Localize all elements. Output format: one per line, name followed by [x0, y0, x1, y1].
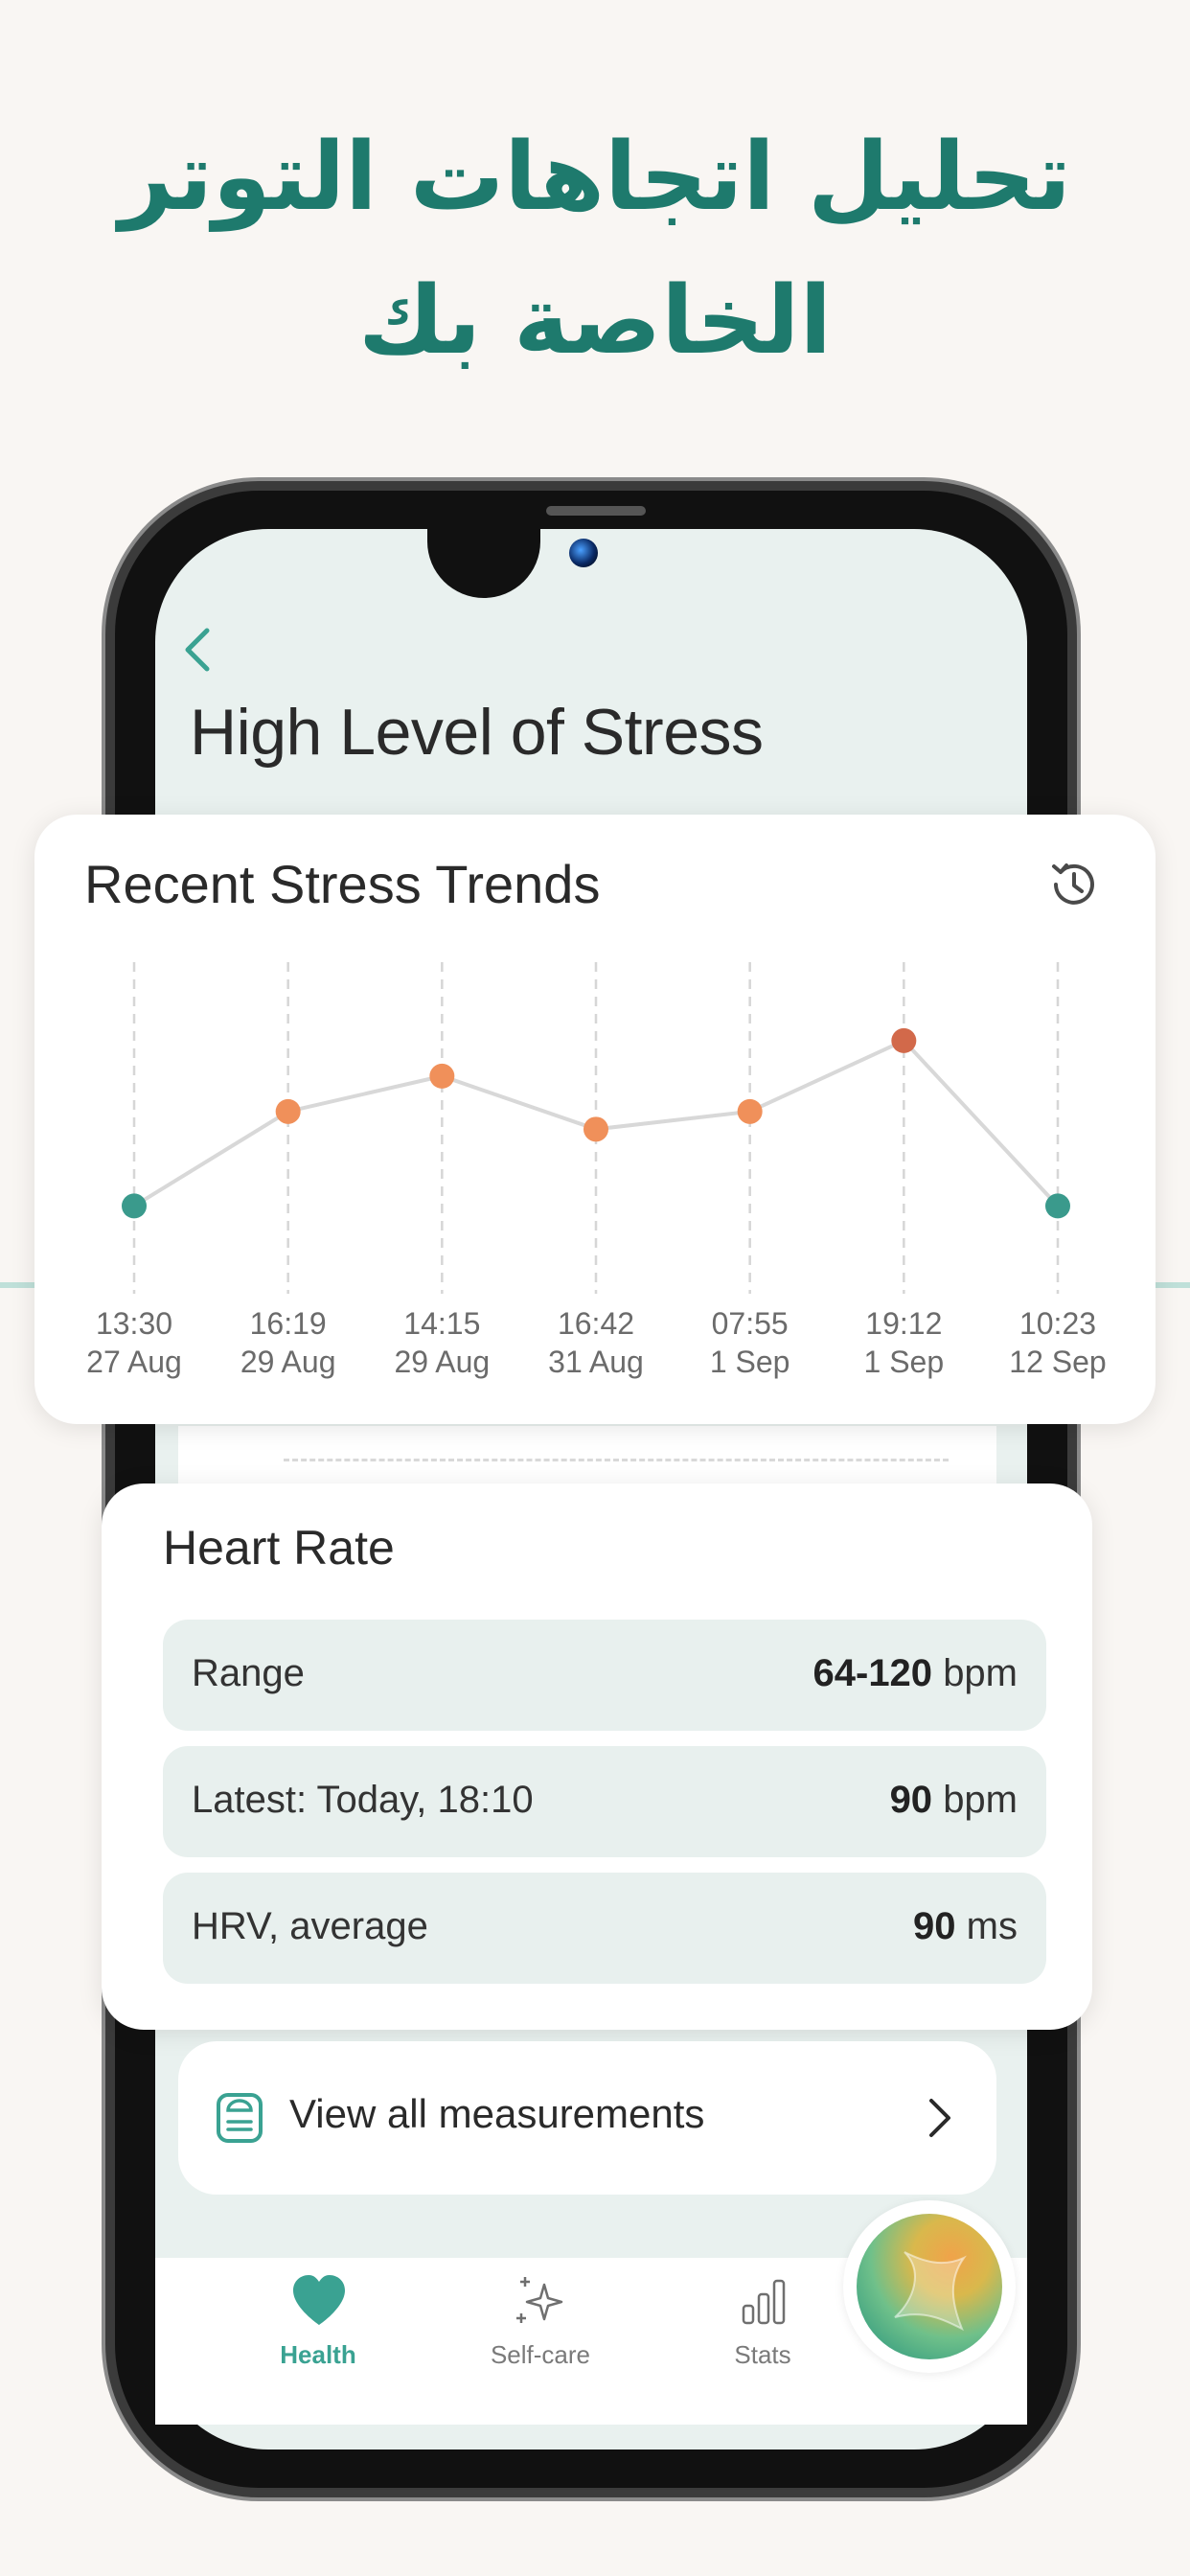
x-tick-time: 14:15 [403, 1306, 480, 1341]
view-all-measurements-button[interactable]: View all measurements [178, 2041, 996, 2195]
phone-notch [427, 494, 540, 598]
bar-chart-icon [742, 2279, 786, 2325]
headline-line-1: تحليل اتجاهات التوتر [119, 123, 1071, 232]
stress-trends-card: Recent Stress Trends 13:30 27 Aug 16:19 29 … [34, 815, 1156, 1424]
tab-stats[interactable]: Stats [667, 2258, 858, 2425]
back-chevron-icon[interactable] [178, 625, 217, 675]
hr-row-value: 90 bpm [890, 1779, 1018, 1822]
speaker-grille [546, 506, 646, 516]
hr-row-label: Latest: Today, 18:10 [192, 1779, 534, 1821]
tab-label: Self-care [490, 2340, 591, 2369]
stress-trend-chart: 13:30 27 Aug 16:19 29 Aug 14:15 29 Aug 16:42 31… [86, 962, 1107, 1379]
tab-self-care[interactable]: Self-care [445, 2258, 636, 2425]
x-tick-time: 16:42 [558, 1306, 634, 1341]
stress-data-point[interactable] [737, 1098, 763, 1124]
hr-row-unit: bpm [943, 1779, 1018, 1821]
hr-row-hrv: HRV, average 90 ms [163, 1873, 1046, 1984]
x-tick-time: 16:19 [250, 1306, 327, 1341]
stress-data-point[interactable] [275, 1098, 301, 1124]
assistant-orb-button[interactable] [843, 2200, 1016, 2373]
heart-rate-card: Heart Rate Range 64-120 bpm Latest: Toda… [102, 1484, 1092, 2030]
x-tick-date: 29 Aug [240, 1345, 336, 1379]
x-tick-time: 07:55 [712, 1306, 789, 1341]
stress-data-point[interactable] [891, 1027, 917, 1053]
tab-label: Health [280, 2340, 356, 2369]
assistant-orb-icon [857, 2214, 1002, 2359]
hr-row-number: 90 [889, 1779, 933, 1821]
x-tick-date: 29 Aug [395, 1345, 491, 1379]
hr-row-range: Range 64-120 bpm [163, 1620, 1046, 1731]
hr-row-unit: ms [966, 1905, 1018, 1947]
stress-data-point[interactable] [429, 1063, 455, 1089]
x-tick-date: 1 Sep [710, 1345, 790, 1379]
hr-row-latest: Latest: Today, 18:10 90 bpm [163, 1746, 1046, 1857]
sparkle-icon [516, 2277, 563, 2323]
x-tick-time: 13:30 [96, 1306, 172, 1341]
x-tick-time: 19:12 [865, 1306, 942, 1341]
x-tick-date: 27 Aug [86, 1345, 182, 1379]
x-tick-date: 1 Sep [864, 1345, 945, 1379]
stress-data-point[interactable] [122, 1193, 147, 1219]
decorative-line-left [0, 1282, 38, 1288]
tab-health[interactable]: Health [222, 2258, 414, 2425]
scale-icon [217, 2093, 263, 2143]
decorative-line-right [1150, 1282, 1190, 1288]
stress-card-title: Recent Stress Trends [84, 854, 601, 914]
dashed-divider [284, 1459, 949, 1461]
x-tick-date: 31 Aug [548, 1345, 644, 1379]
camera-icon [569, 539, 598, 567]
stress-data-point[interactable] [1045, 1193, 1070, 1219]
view-all-measurements-label: View all measurements [289, 2091, 705, 2136]
page-title: High Level of Stress [190, 696, 764, 769]
hr-row-unit: bpm [943, 1652, 1018, 1694]
hr-row-number: 64-120 [812, 1652, 933, 1694]
tab-label: Stats [734, 2340, 791, 2369]
heart-rate-title: Heart Rate [163, 1521, 395, 1575]
x-tick-time: 10:23 [1019, 1306, 1096, 1341]
hr-row-value: 90 ms [913, 1905, 1018, 1948]
hr-row-label: Range [192, 1652, 305, 1694]
hr-row-label: HRV, average [192, 1905, 428, 1947]
history-icon[interactable] [1044, 855, 1104, 914]
hr-row-value: 64-120 bpm [813, 1652, 1018, 1695]
heart-icon [293, 2275, 345, 2325]
x-tick-date: 12 Sep [1009, 1345, 1106, 1379]
headline-line-2: الخاصة بك [357, 266, 833, 376]
chevron-right-icon [929, 2099, 950, 2137]
hr-row-number: 90 [913, 1905, 956, 1947]
headline: تحليل اتجاهات التوتر الخاصة بك [0, 105, 1190, 393]
stress-data-point[interactable] [584, 1116, 608, 1142]
orb-pattern-icon [894, 2251, 967, 2332]
